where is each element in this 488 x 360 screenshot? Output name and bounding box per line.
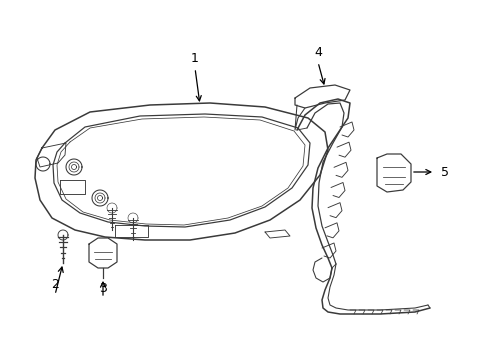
Text: 4: 4 <box>313 45 321 59</box>
Text: 2: 2 <box>51 279 59 292</box>
Text: 1: 1 <box>191 51 199 64</box>
Text: 5: 5 <box>440 166 448 179</box>
Text: 3: 3 <box>99 282 107 294</box>
